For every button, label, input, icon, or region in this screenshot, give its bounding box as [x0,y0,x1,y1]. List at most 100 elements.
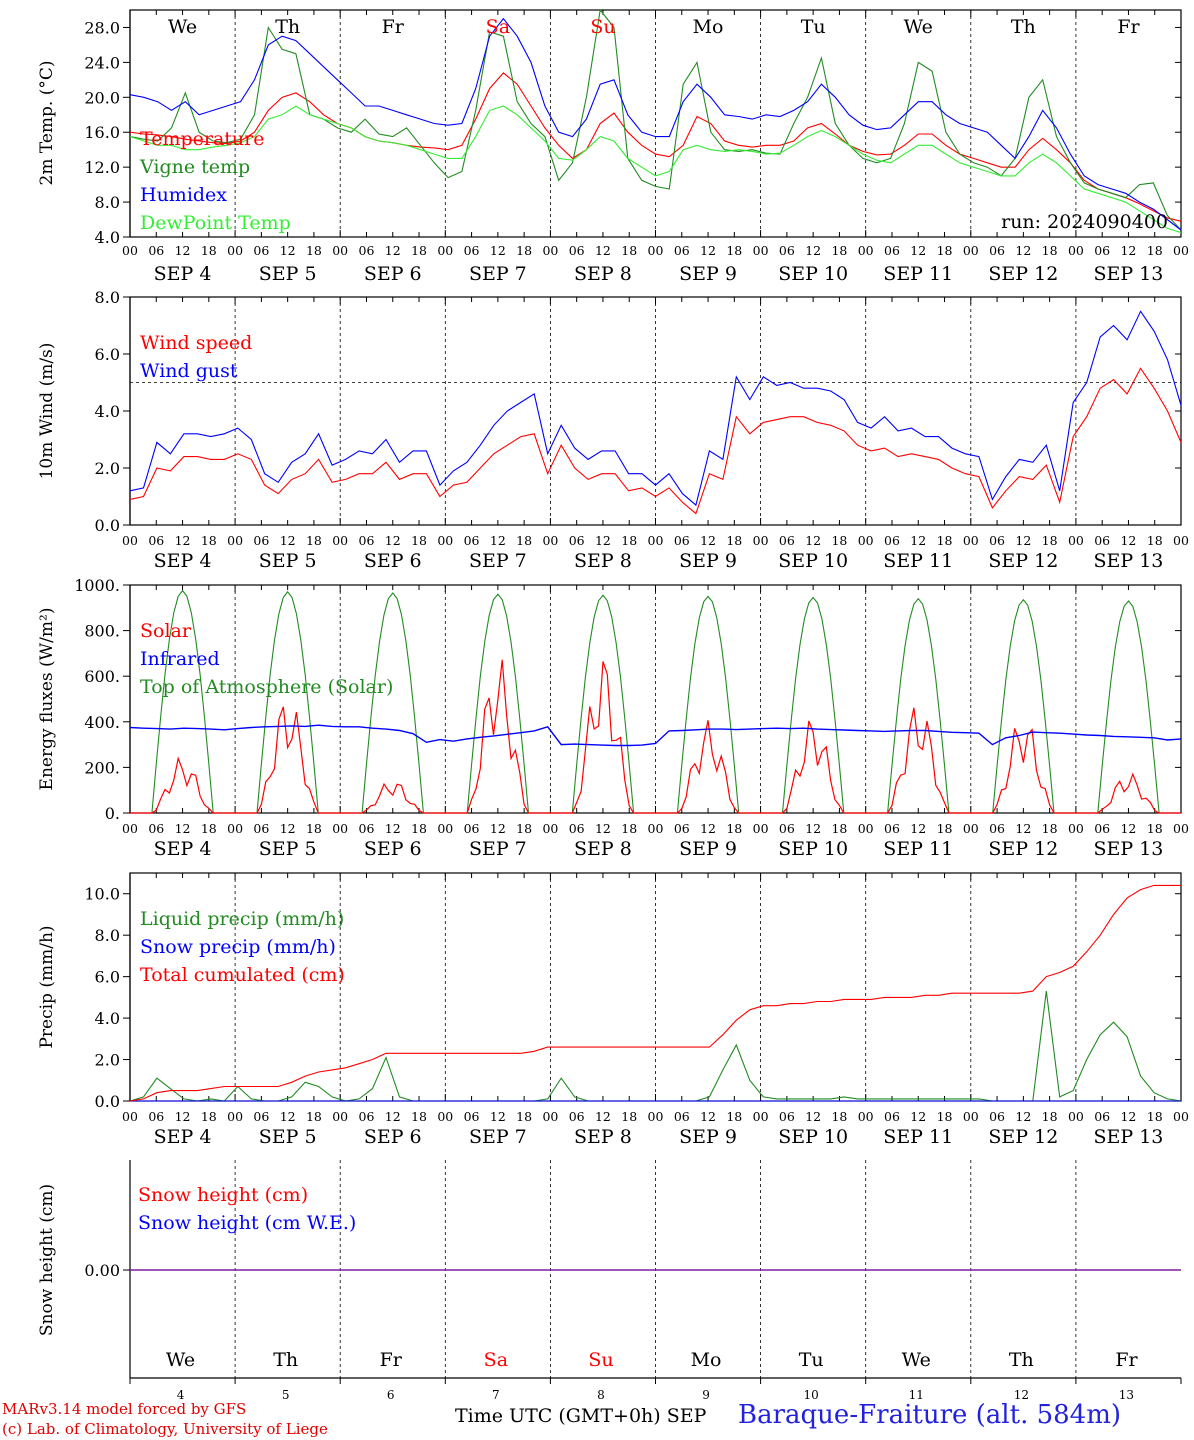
legend-entry: DewPoint Temp [140,212,291,234]
hour-tick-label: 00 [542,1109,558,1124]
hour-tick-label: 12 [280,243,296,258]
station-name: Baraque-Fraiture (alt. 584m) [738,1400,1122,1430]
hour-tick-label: 00 [648,533,664,548]
hour-tick-label: 00 [1173,533,1189,548]
run-label: run: 2024090400 [1001,211,1168,233]
hour-tick-label: 12 [385,821,401,836]
hour-tick-label: 12 [385,1109,401,1124]
hour-tick-label: 12 [910,243,926,258]
hour-tick-label: 00 [858,533,874,548]
hour-tick-label: 12 [805,243,821,258]
weekday-label: We [902,1349,931,1371]
hour-tick-label: 18 [621,533,637,548]
hour-tick-label: 18 [516,821,532,836]
hour-tick-label: 12 [490,1109,506,1124]
hour-tick-label: 12 [910,533,926,548]
weekday-label: Fr [382,16,405,38]
date-label: SEP 11 [883,550,953,572]
hour-tick-label: 06 [1094,533,1110,548]
hour-tick-label: 00 [122,243,138,258]
date-label: SEP 10 [778,838,848,860]
day-number-label: 7 [492,1388,500,1402]
date-label: SEP 9 [679,550,737,572]
hour-tick-label: 00 [858,243,874,258]
hour-tick-label: 00 [227,821,243,836]
hour-tick-label: 12 [1015,1109,1031,1124]
date-label: SEP 12 [988,263,1058,285]
weekday-label: Fr [1117,16,1140,38]
hour-tick-label: 06 [674,533,690,548]
y-tick-label: 4.0 [95,228,120,247]
weekday-label: Su [590,16,615,38]
hour-tick-label: 06 [253,1109,269,1124]
hour-tick-label: 06 [1094,1109,1110,1124]
x-axis-label: Time UTC (GMT+0h) SEP [455,1405,707,1427]
hour-tick-label: 06 [148,243,164,258]
legend-entry: Infrared [140,648,220,670]
hour-tick-label: 00 [542,533,558,548]
date-label: SEP 13 [1094,838,1164,860]
series-line-0000ff [129,17,1182,231]
hour-tick-label: 06 [779,243,795,258]
hour-tick-label: 06 [253,821,269,836]
hour-tick-label: 18 [726,243,742,258]
panel-4: 00 06 12 18 SEP 4 00 06 12 18 SEP 5 00 06 12 18 SEP 6 0… [37,872,1189,1148]
hour-tick-label: 06 [359,243,375,258]
hour-tick-label: 12 [175,1109,191,1124]
hour-tick-label: 12 [805,821,821,836]
hour-tick-label: 00 [332,1109,348,1124]
hour-tick-label: 00 [122,1109,138,1124]
hour-tick-label: 18 [201,1109,217,1124]
hour-tick-label: 06 [884,821,900,836]
hour-tick-label: 06 [464,1109,480,1124]
hour-tick-label: 18 [1147,243,1163,258]
date-label: SEP 12 [988,838,1058,860]
hour-tick-label: 18 [1042,243,1058,258]
series-line-ff0000 [129,72,1182,222]
hour-tick-label: 00 [963,533,979,548]
hour-tick-label: 18 [411,1109,427,1124]
legend-entry: Humidex [140,184,227,206]
date-label: SEP 11 [883,1126,953,1148]
hour-tick-label: 12 [280,1109,296,1124]
date-label: SEP 6 [364,838,422,860]
model-credit: MARv3.14 model forced by GFS [2,1400,247,1418]
hour-tick-label: 00 [648,243,664,258]
hour-tick-label: 00 [858,821,874,836]
hour-tick-label: 00 [1068,1109,1084,1124]
weekday-label: Sa [486,16,510,38]
hour-tick-label: 12 [805,533,821,548]
hour-tick-label: 12 [595,243,611,258]
date-label: SEP 13 [1094,1126,1164,1148]
hour-tick-label: 12 [490,243,506,258]
hour-tick-label: 12 [385,533,401,548]
day-number-label: 11 [909,1388,924,1402]
hour-tick-label: 12 [700,1109,716,1124]
lab-credit: (c) Lab. of Climatology, University of L… [2,1420,328,1438]
day-number-label: 8 [597,1388,605,1402]
hour-tick-label: 18 [1042,533,1058,548]
hour-tick-label: 12 [175,533,191,548]
hour-tick-label: 12 [595,533,611,548]
date-label: SEP 7 [469,1126,527,1148]
hour-tick-label: 12 [280,533,296,548]
weekday-label: Fr [1115,1349,1138,1371]
date-label: SEP 13 [1094,550,1164,572]
y-tick-label: 28.0 [84,18,120,37]
day-number-label: 6 [387,1388,395,1402]
hour-tick-label: 06 [569,821,585,836]
hour-tick-label: 18 [621,1109,637,1124]
hour-tick-label: 06 [884,243,900,258]
weekday-label: Th [273,1349,298,1371]
hour-tick-label: 06 [674,243,690,258]
hour-tick-label: 12 [490,533,506,548]
hour-tick-label: 06 [989,243,1005,258]
hour-tick-label: 18 [726,533,742,548]
y-tick-label: 0. [105,804,120,823]
hour-tick-label: 18 [516,533,532,548]
y-tick-label: 6.0 [95,345,120,364]
hour-tick-label: 06 [884,533,900,548]
y-tick-label: 8.0 [95,288,120,307]
hour-tick-label: 06 [148,821,164,836]
hour-tick-label: 12 [1015,533,1031,548]
